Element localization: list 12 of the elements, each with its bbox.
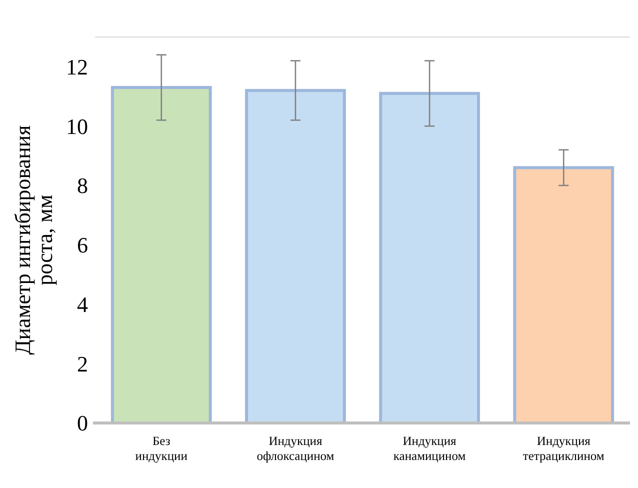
y-tick-label: 8 [77, 173, 88, 198]
y-tick-label: 12 [66, 54, 88, 80]
x-tick-label: Без индукции [135, 434, 188, 463]
y-axis-title: Диаметр ингибирования роста, мм [10, 125, 57, 355]
x-tick-label: Индукция канамицином [393, 434, 466, 463]
x-tick-label: Индукция офлоксацином [256, 434, 334, 463]
x-tick-label: Индукция тетрациклином [522, 434, 604, 463]
y-tick-label: 4 [77, 292, 88, 317]
y-tick-label: 0 [77, 410, 88, 436]
y-tick-label: 10 [66, 114, 88, 139]
y-tick-label: 6 [77, 232, 88, 258]
y-tick-label: 2 [77, 351, 88, 376]
